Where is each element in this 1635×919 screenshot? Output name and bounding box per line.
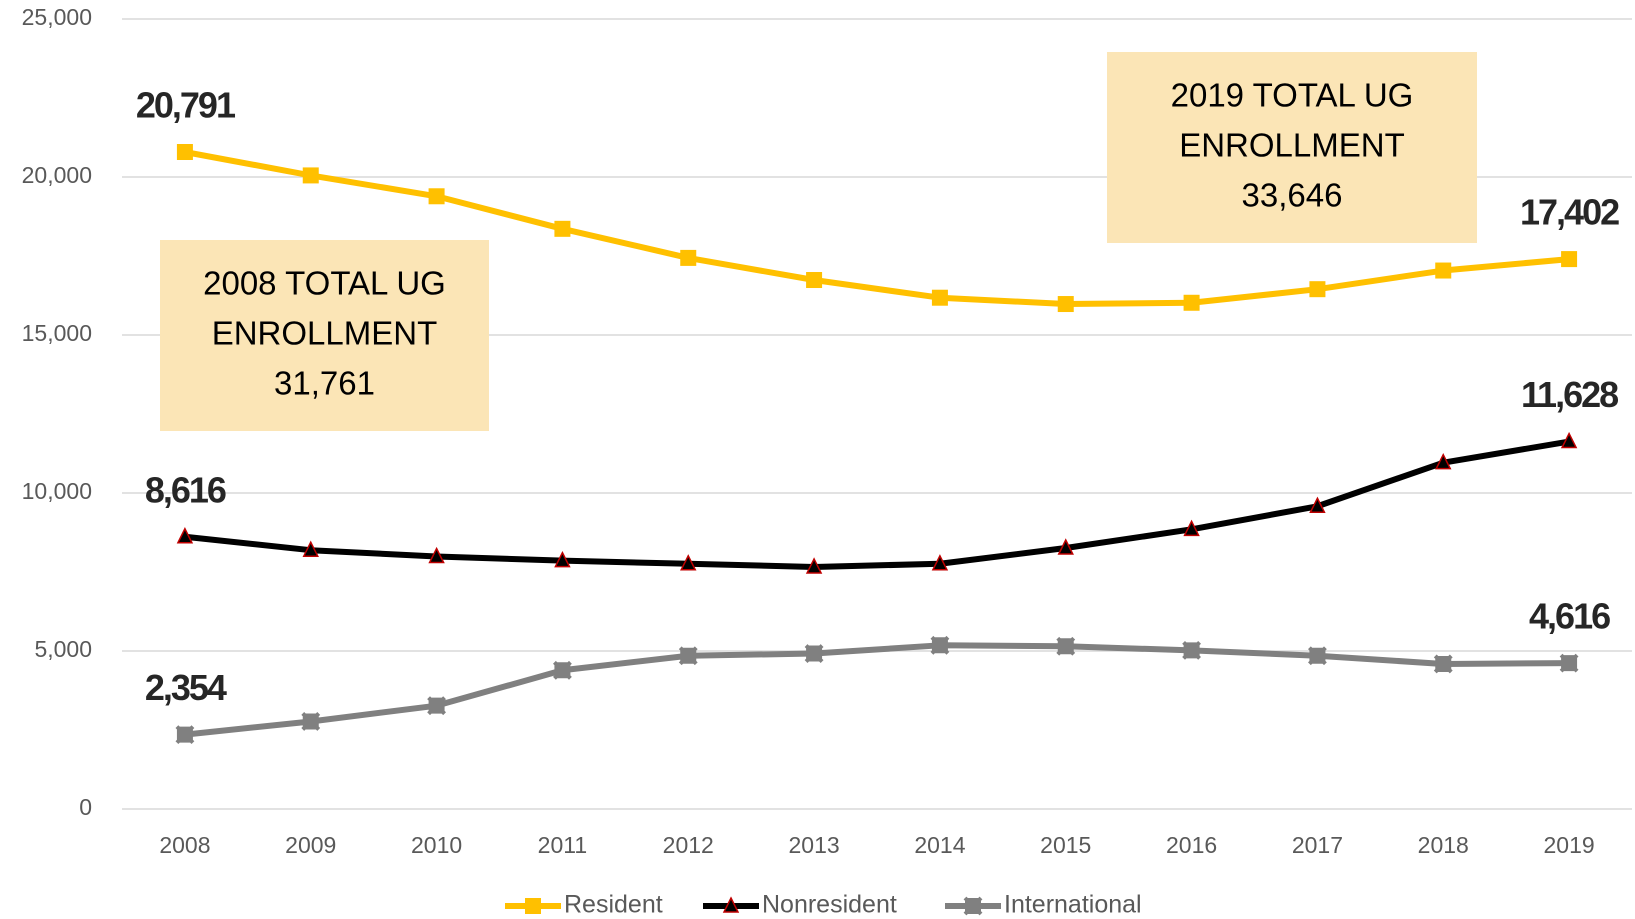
marker: [1308, 646, 1327, 666]
y-tick-label: 10,000: [22, 478, 92, 504]
marker: [931, 289, 948, 306]
x-tick-label: 2012: [663, 832, 714, 858]
data-label: 2,354: [145, 667, 227, 708]
marker: [805, 557, 823, 574]
data-label: 4,616: [1529, 596, 1610, 637]
marker: [1183, 519, 1200, 537]
marker: [806, 272, 823, 289]
marker: [1182, 640, 1201, 660]
data-label: 8,616: [145, 469, 226, 510]
annotation-text: 33,646: [1242, 177, 1343, 214]
marker: [1183, 294, 1200, 311]
marker: [804, 644, 824, 663]
x-tick-label: 2011: [538, 832, 587, 858]
x-tick-label: 2018: [1418, 832, 1469, 858]
marker: [1433, 654, 1453, 674]
marker: [963, 896, 983, 916]
series-line: [184, 438, 1570, 570]
marker: [176, 527, 194, 544]
marker: [930, 635, 950, 655]
marker: [428, 188, 445, 205]
annotation-text: 31,761: [274, 365, 375, 402]
x-tick-label: 2014: [914, 832, 965, 858]
legend-label: International: [1004, 891, 1142, 919]
marker: [176, 144, 193, 161]
marker: [553, 660, 572, 680]
marker: [554, 220, 571, 237]
legend-item: International: [945, 891, 1142, 919]
y-tick-label: 5,000: [34, 636, 92, 662]
marker: [931, 554, 949, 571]
marker: [722, 896, 740, 913]
marker: [1561, 251, 1578, 268]
x-tick-label: 2009: [285, 832, 336, 858]
marker: [1309, 496, 1326, 514]
legend-item: Resident: [505, 891, 663, 919]
legend-label: Resident: [564, 891, 663, 919]
annotation-text: 2008 TOTAL UG: [203, 265, 446, 302]
marker: [1435, 452, 1452, 470]
marker: [680, 249, 697, 266]
marker: [678, 646, 698, 666]
x-tick-label: 2016: [1166, 832, 1217, 858]
data-label: 11,628: [1521, 374, 1618, 415]
series-line: [184, 149, 1570, 308]
annotation-text: ENROLLMENT: [212, 315, 438, 352]
marker: [525, 898, 541, 914]
marker: [428, 546, 445, 564]
y-tick-label: 20,000: [22, 162, 92, 188]
data-label: 17,402: [1520, 192, 1619, 233]
marker: [1057, 296, 1074, 313]
annotation-box: [1107, 52, 1477, 243]
marker: [175, 725, 195, 745]
legend-item: Nonresident: [703, 891, 897, 919]
marker: [680, 554, 697, 571]
marker: [302, 167, 319, 184]
y-tick-label: 0: [79, 794, 92, 820]
marker: [427, 696, 446, 716]
x-tick-label: 2017: [1292, 832, 1343, 858]
x-tick-label: 2019: [1543, 832, 1594, 858]
marker: [301, 712, 321, 731]
marker: [302, 540, 319, 557]
annotation-box: [160, 240, 489, 431]
marker: [554, 550, 571, 568]
marker: [1057, 538, 1074, 555]
annotation-text: 2019 TOTAL UG: [1171, 77, 1414, 114]
x-tick-label: 2010: [411, 832, 462, 858]
annotation-text: ENROLLMENT: [1179, 127, 1405, 164]
y-tick-label: 15,000: [22, 320, 92, 346]
y-tick-label: 25,000: [22, 4, 92, 30]
data-label: 20,791: [136, 85, 236, 126]
x-tick-label: 2008: [159, 832, 210, 858]
series-line: [184, 642, 1570, 738]
x-tick-label: 2013: [788, 832, 839, 858]
marker: [1435, 262, 1452, 279]
marker: [1559, 653, 1579, 673]
legend-label: Nonresident: [762, 891, 897, 919]
marker: [1309, 281, 1326, 298]
marker: [1560, 431, 1578, 449]
x-tick-label: 2015: [1040, 832, 1091, 858]
marker: [1056, 636, 1076, 656]
